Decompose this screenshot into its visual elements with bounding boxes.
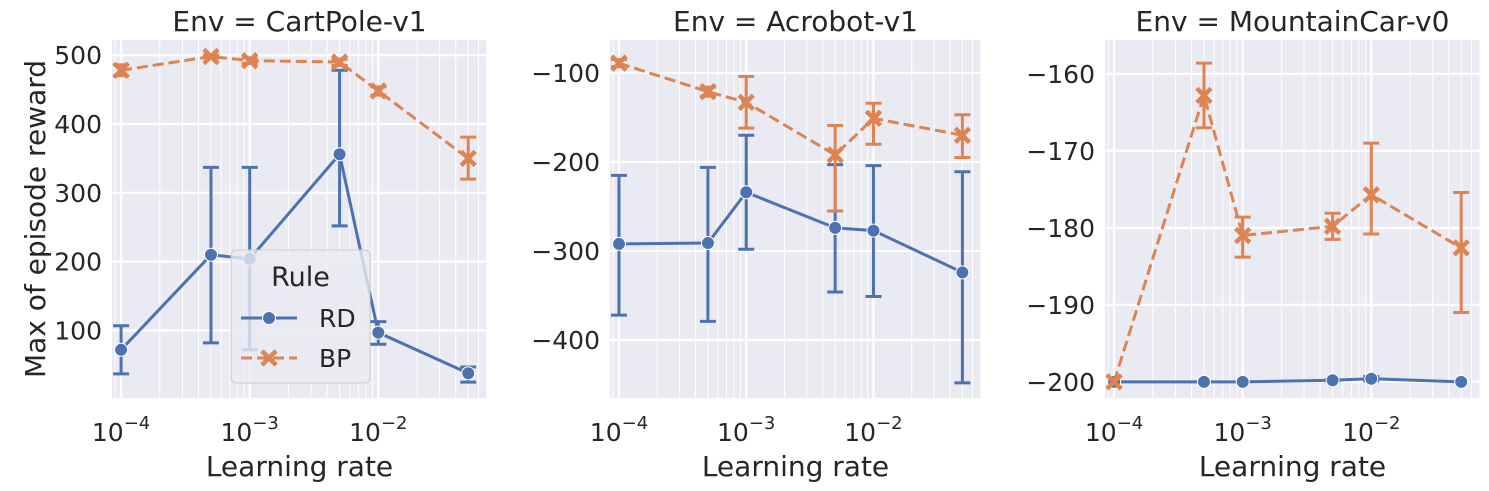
series-group — [610, 54, 972, 385]
panel-1: 100 200 300 400 500 10−4 10−3 10−2 Env = CartPol… — [19, 5, 487, 483]
data-point — [700, 236, 715, 251]
series-line — [1112, 93, 1462, 383]
data-point — [330, 53, 349, 71]
y-tick-label: −200 — [1026, 368, 1095, 397]
data-point — [1195, 86, 1213, 105]
y-tick-label: 200 — [54, 248, 102, 277]
panel-3: −200 −190 −180 −170 −160 10−4 10−3 10−2 Env = Mo… — [1026, 5, 1480, 483]
legend-entry-label: RD — [319, 304, 356, 333]
y-tick-label: 300 — [54, 179, 102, 208]
series-line — [618, 190, 964, 274]
data-point — [737, 93, 755, 112]
data-point — [369, 82, 387, 100]
data-point — [1235, 374, 1250, 389]
y-axis-label: Max of episode reward — [19, 60, 52, 378]
grid — [610, 40, 981, 398]
data-point — [371, 325, 386, 340]
data-point — [739, 185, 754, 200]
data-point — [114, 342, 129, 357]
data-point — [241, 51, 259, 70]
y-tick-label: 500 — [54, 41, 102, 70]
series-group — [1105, 61, 1470, 391]
data-point — [955, 265, 970, 280]
data-point — [203, 247, 218, 262]
data-point — [826, 146, 844, 164]
series-rd — [610, 133, 971, 385]
legend-swatch-marker — [260, 349, 278, 367]
series-bp — [610, 54, 972, 213]
y-tick-label: −300 — [531, 237, 600, 266]
y-tick-label: −190 — [1026, 291, 1095, 320]
x-tick-label: 10−2 — [1342, 413, 1400, 447]
data-point — [1234, 226, 1252, 245]
x-axis-label: Learning rate — [702, 450, 889, 483]
series-rd — [1107, 371, 1469, 389]
y-tick-label: −160 — [1026, 60, 1095, 89]
plot-area — [610, 40, 981, 398]
x-tick-label: 10−4 — [92, 413, 150, 447]
y-tick-label: 400 — [54, 110, 102, 139]
series-bp — [1105, 61, 1470, 391]
data-point — [461, 366, 476, 381]
data-point — [459, 149, 477, 168]
legend: Rule RD BP — [230, 249, 371, 384]
panel-title: Env = CartPole-v1 — [172, 5, 426, 38]
y-tick-label: −100 — [531, 59, 600, 88]
series-bp — [112, 47, 477, 181]
legend-entry-label: BP — [319, 344, 351, 373]
data-point — [112, 61, 130, 79]
data-point — [1362, 186, 1380, 204]
data-point — [332, 147, 347, 162]
x-tick-label: 10−3 — [717, 413, 775, 447]
y-tick-label: 100 — [54, 317, 102, 346]
data-point — [202, 47, 220, 66]
data-point — [611, 236, 626, 251]
data-point — [953, 126, 972, 144]
legend-swatch-marker — [262, 311, 276, 325]
panel-2: −400 −300 −200 −100 10−4 10−3 10−2 Env = Acrobo… — [531, 5, 981, 483]
data-point — [610, 54, 628, 72]
legend-box — [230, 249, 371, 384]
panel-title: Env = Acrobot-v1 — [673, 5, 918, 38]
y-tick-label: −180 — [1026, 214, 1095, 243]
x-tick-label: 10−4 — [590, 413, 648, 447]
x-axis-label: Learning rate — [1199, 450, 1386, 483]
data-point — [699, 82, 717, 101]
x-tick-label: 10−3 — [221, 413, 279, 447]
x-tick-label: 10−3 — [1214, 413, 1272, 447]
series-line — [618, 61, 963, 157]
y-tick-label: −200 — [531, 148, 600, 177]
data-point — [1105, 373, 1123, 391]
data-point — [866, 223, 881, 238]
x-tick-label: 10−4 — [1085, 413, 1143, 447]
data-point — [1454, 374, 1469, 389]
plot-area — [1105, 40, 1480, 398]
panel-title: Env = MountainCar-v0 — [1136, 5, 1450, 38]
data-point — [1364, 371, 1379, 386]
y-tick-label: −400 — [531, 326, 600, 355]
data-point — [864, 109, 883, 128]
series-line — [1114, 377, 1462, 384]
data-point — [1323, 217, 1342, 235]
data-point — [1325, 373, 1340, 388]
series-line — [119, 152, 469, 375]
x-tick-label: 10−2 — [844, 413, 902, 447]
y-tick-label: −170 — [1026, 137, 1095, 166]
x-axis-label: Learning rate — [206, 450, 393, 483]
legend-title: Rule — [271, 262, 330, 293]
data-point — [828, 220, 843, 235]
data-point — [1452, 239, 1470, 257]
x-tick-label: 10−2 — [349, 413, 407, 447]
data-point — [1196, 374, 1211, 389]
